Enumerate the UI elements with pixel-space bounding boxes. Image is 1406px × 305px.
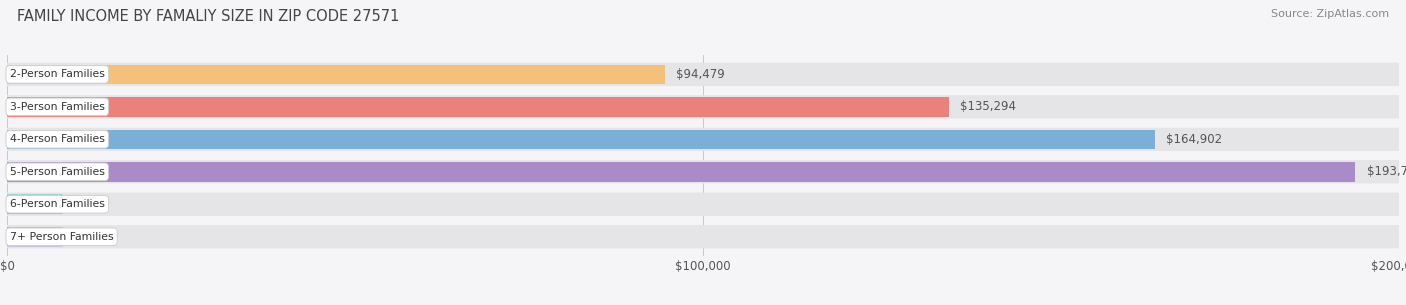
FancyBboxPatch shape: [7, 127, 1399, 151]
Text: $0: $0: [75, 230, 89, 243]
FancyBboxPatch shape: [7, 130, 1154, 149]
Text: $135,294: $135,294: [960, 100, 1015, 113]
Text: 3-Person Families: 3-Person Families: [10, 102, 104, 112]
Text: 6-Person Families: 6-Person Families: [10, 199, 104, 209]
FancyBboxPatch shape: [7, 160, 1399, 184]
FancyBboxPatch shape: [7, 227, 63, 246]
Text: Source: ZipAtlas.com: Source: ZipAtlas.com: [1271, 9, 1389, 19]
FancyBboxPatch shape: [7, 225, 1399, 248]
FancyBboxPatch shape: [7, 95, 1399, 119]
Text: 4-Person Families: 4-Person Families: [10, 134, 104, 144]
Text: 2-Person Families: 2-Person Families: [10, 69, 104, 79]
Text: FAMILY INCOME BY FAMALIY SIZE IN ZIP CODE 27571: FAMILY INCOME BY FAMALIY SIZE IN ZIP COD…: [17, 9, 399, 24]
FancyBboxPatch shape: [7, 195, 63, 214]
FancyBboxPatch shape: [7, 192, 1399, 216]
Text: 7+ Person Families: 7+ Person Families: [10, 232, 114, 242]
Text: $94,479: $94,479: [676, 68, 724, 81]
Text: $164,902: $164,902: [1166, 133, 1222, 146]
FancyBboxPatch shape: [7, 162, 1355, 181]
FancyBboxPatch shape: [7, 65, 665, 84]
FancyBboxPatch shape: [7, 63, 1399, 86]
FancyBboxPatch shape: [7, 97, 949, 117]
Text: $0: $0: [75, 198, 89, 211]
Text: 5-Person Families: 5-Person Families: [10, 167, 104, 177]
Text: $193,750: $193,750: [1367, 165, 1406, 178]
